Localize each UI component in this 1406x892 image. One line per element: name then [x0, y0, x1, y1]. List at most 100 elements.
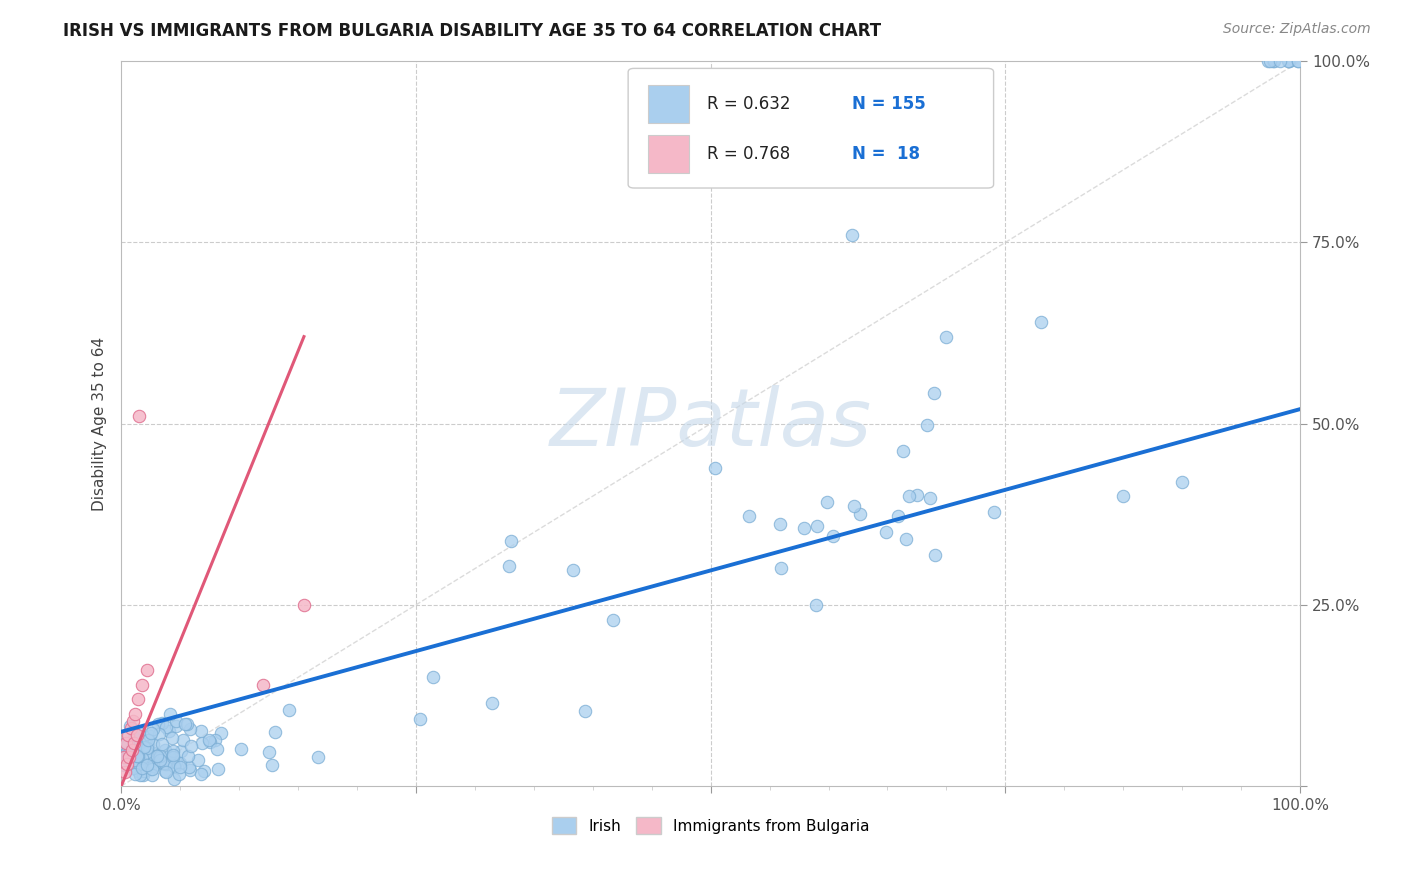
Point [142, 758, 165, 772]
Point [128, 409, 150, 424]
Point [1278, 54, 1301, 69]
Point [1112, 489, 1135, 503]
Point [128, 755, 150, 769]
Point [162, 748, 184, 763]
Point [292, 598, 315, 612]
Point [769, 561, 792, 575]
Point [167, 767, 190, 781]
Point [887, 509, 910, 524]
Point [117, 746, 139, 760]
Point [307, 750, 329, 764]
Point [190, 767, 212, 781]
Point [1286, 54, 1309, 69]
Point [1268, 54, 1291, 69]
Point [498, 559, 520, 574]
Point [127, 692, 149, 706]
Point [121, 743, 143, 757]
Point [131, 751, 153, 765]
Point [918, 491, 941, 505]
Point [155, 720, 177, 734]
Point [574, 704, 596, 718]
Point [124, 729, 146, 743]
Point [823, 529, 845, 543]
Bar [648, 85, 689, 122]
Point [115, 736, 138, 750]
Point [153, 743, 176, 757]
Point [122, 731, 145, 746]
Point [142, 722, 165, 736]
Point [112, 738, 135, 752]
Point [602, 613, 624, 627]
Point [125, 728, 148, 742]
Text: IRISH VS IMMIGRANTS FROM BULGARIA DISABILITY AGE 35 TO 64 CORRELATION CHART: IRISH VS IMMIGRANTS FROM BULGARIA DISABI… [63, 22, 882, 40]
Point [924, 548, 946, 562]
Point [422, 670, 444, 684]
Point [128, 725, 150, 739]
Point [278, 703, 301, 717]
Point [114, 764, 136, 779]
Point [738, 509, 761, 524]
Point [150, 737, 173, 751]
Point [841, 228, 863, 243]
Text: Source: ZipAtlas.com: Source: ZipAtlas.com [1223, 22, 1371, 37]
Point [179, 722, 201, 736]
Point [176, 717, 198, 731]
Point [118, 746, 141, 760]
Point [124, 766, 146, 780]
Point [128, 768, 150, 782]
Point [155, 764, 177, 778]
Point [704, 461, 727, 475]
Point [131, 767, 153, 781]
Point [152, 756, 174, 770]
Point [155, 757, 177, 772]
Point [139, 729, 162, 743]
Point [193, 764, 215, 778]
Point [848, 507, 870, 521]
Point [124, 706, 146, 721]
Point [141, 768, 163, 782]
Point [135, 745, 157, 759]
Point [127, 764, 149, 779]
Point [1278, 54, 1301, 69]
Point [152, 756, 174, 770]
Point [252, 678, 274, 692]
Text: N =  18: N = 18 [852, 145, 920, 163]
Text: R = 0.632: R = 0.632 [707, 95, 790, 112]
Point [169, 756, 191, 771]
Point [150, 716, 173, 731]
Point [117, 745, 139, 759]
Point [481, 696, 503, 710]
Point [120, 721, 142, 735]
Point [118, 719, 141, 733]
Point [174, 716, 197, 731]
Point [153, 756, 176, 770]
Point [125, 739, 148, 753]
Point [806, 519, 828, 533]
Point [983, 505, 1005, 519]
Point [115, 746, 138, 760]
Point [260, 758, 283, 772]
Point [165, 714, 187, 728]
Point [768, 516, 790, 531]
Y-axis label: Disability Age 35 to 64: Disability Age 35 to 64 [93, 336, 107, 511]
Point [1263, 54, 1285, 69]
Point [162, 744, 184, 758]
Point [132, 739, 155, 754]
Point [1286, 54, 1309, 69]
Point [1257, 54, 1279, 69]
Point [159, 756, 181, 770]
Point [118, 728, 141, 742]
Legend: Irish, Immigrants from Bulgaria: Irish, Immigrants from Bulgaria [546, 811, 876, 840]
Point [136, 739, 159, 753]
Point [142, 746, 165, 760]
Point [136, 733, 159, 747]
Point [112, 750, 135, 764]
Point [1029, 315, 1052, 329]
Point [114, 758, 136, 772]
Text: ZIPatlas: ZIPatlas [550, 384, 872, 463]
Point [160, 731, 183, 746]
Point [1171, 475, 1194, 489]
Point [118, 750, 141, 764]
Point [124, 753, 146, 767]
Point [128, 756, 150, 771]
